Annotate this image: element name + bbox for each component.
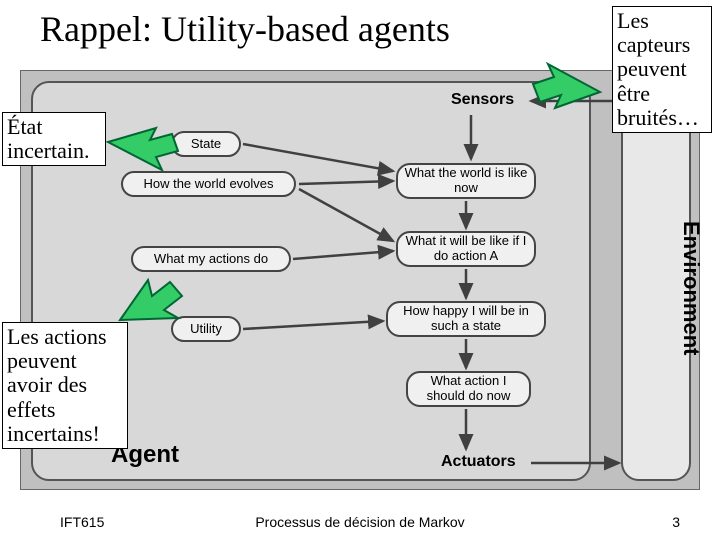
node-state: State	[171, 131, 241, 157]
page-title: Rappel: Utility-based agents	[40, 8, 450, 50]
node-happy: How happy I will be in such a state	[386, 301, 546, 337]
node-should-do: What action I should do now	[406, 371, 531, 407]
annot-state: Étatincertain.	[2, 112, 106, 166]
annot-sensors: Lescapteurspeuventêtrebruités…	[612, 6, 712, 133]
node-utility: Utility	[171, 316, 241, 342]
node-future: What it will be like if I do action A	[396, 231, 536, 267]
node-actions-do: What my actions do	[131, 246, 291, 272]
node-world-now: What the world is like now	[396, 163, 536, 199]
footer-page-number: 3	[672, 514, 680, 530]
annot-actions: Les actionspeuventavoir deseffetsincerta…	[2, 322, 128, 449]
sensors-label: Sensors	[451, 91, 514, 109]
actuators-label: Actuators	[441, 453, 516, 471]
footer-title: Processus de décision de Markov	[0, 514, 720, 530]
node-world-evolves: How the world evolves	[121, 171, 296, 197]
environment-label: Environment	[678, 221, 704, 355]
